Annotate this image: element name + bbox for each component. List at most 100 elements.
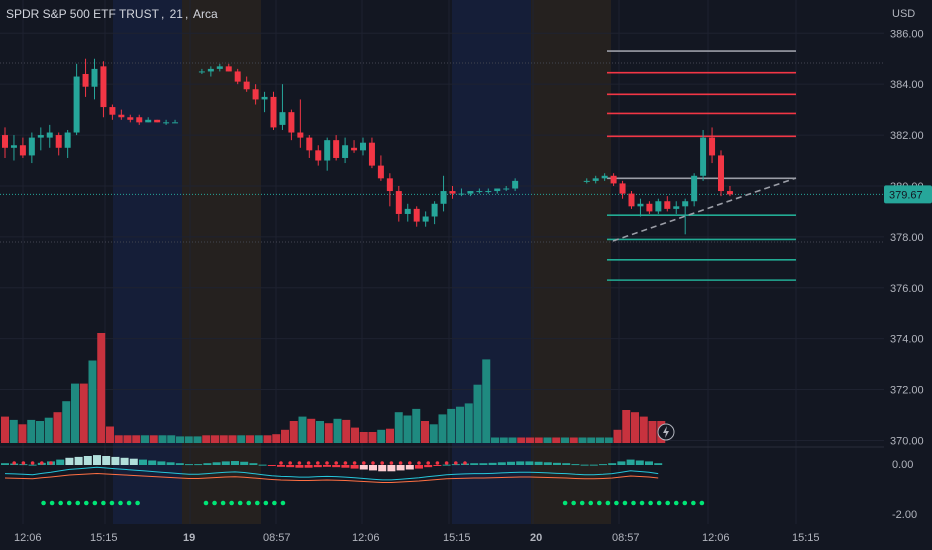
oscillator-bar	[543, 462, 552, 465]
candle-body	[673, 206, 680, 209]
signal-dot-green	[579, 500, 585, 506]
candle-body	[691, 175, 698, 202]
volume-bar	[1, 416, 9, 443]
signal-dot-green	[41, 500, 46, 506]
volume-bar	[578, 437, 587, 443]
candle-body	[368, 142, 375, 166]
volume-bar	[473, 384, 482, 443]
volume-bar	[123, 435, 132, 443]
oscillator-bar	[240, 461, 249, 465]
oscillator-bar	[470, 463, 479, 465]
volume-bar	[289, 421, 298, 443]
price-tick-label: 374.00	[890, 334, 924, 346]
signal-dot-green	[254, 500, 260, 506]
oscillator-bar	[221, 461, 230, 465]
signal-dot-red	[398, 461, 403, 465]
symbol-name: SPDR S&P 500 ETF TRUST	[6, 7, 159, 21]
signal-dot-red	[279, 461, 283, 465]
session-band-premarket	[531, 0, 611, 524]
signal-dot-red	[343, 461, 348, 465]
price-tick-label: 382.00	[890, 130, 924, 142]
signal-dot-red	[288, 461, 293, 465]
candle-body	[243, 81, 250, 90]
interval-label: 21	[169, 7, 183, 21]
signal-dot-red	[463, 461, 467, 465]
candle-body	[145, 119, 152, 123]
candle-body	[46, 132, 53, 138]
time-tick-label: 08:57	[263, 532, 291, 544]
time-tick-label: 15:15	[792, 532, 820, 544]
volume-bar	[596, 437, 604, 443]
volume-bar	[491, 437, 499, 443]
signal-dot-green	[622, 500, 628, 506]
volume-bar	[421, 421, 429, 443]
signal-dot-green	[673, 500, 679, 506]
time-tick-label: 20	[530, 532, 542, 544]
oscillator-bar	[286, 465, 295, 468]
oscillator-line-fast	[4, 466, 659, 481]
volume-bar	[613, 429, 622, 443]
time-tick-label: 15:15	[90, 532, 118, 544]
signal-dot-red	[435, 461, 440, 465]
signal-dot-red	[371, 461, 375, 465]
candle-body	[82, 73, 89, 87]
candle-body	[592, 178, 599, 181]
candle-body	[360, 142, 366, 151]
candle-body	[109, 107, 116, 115]
signal-dot-green	[682, 500, 688, 506]
oscillator-bar	[231, 461, 239, 465]
candle-body	[601, 175, 608, 179]
volume-bar	[604, 437, 613, 443]
volume-bar	[254, 435, 263, 443]
candle-body	[118, 114, 125, 118]
volume-bar	[114, 435, 123, 443]
oscillator-bar	[129, 458, 138, 465]
oscillator-bar	[212, 462, 221, 465]
signal-dot-red	[49, 461, 53, 465]
oscillator-bar	[488, 462, 497, 465]
signal-dot-red	[40, 461, 44, 465]
signal-dot-green	[571, 500, 576, 506]
signal-dot-green	[597, 500, 602, 506]
volume-bar	[631, 412, 639, 443]
volume-bar	[403, 415, 412, 443]
chart-title: SPDR S&P 500 ETF TRUST, 21, Arca	[6, 7, 218, 21]
signal-dot-green	[220, 500, 226, 506]
candle-body	[127, 117, 134, 120]
signal-dot-green	[203, 500, 209, 506]
oscillator-bar	[341, 465, 350, 468]
candle-body	[440, 191, 447, 204]
candle-body	[28, 137, 35, 156]
oscillator-bar	[111, 456, 120, 465]
oscillator-tick-label: -2.00	[892, 509, 917, 521]
signal-dot-red	[389, 461, 394, 465]
oscillator-bar	[120, 457, 129, 465]
candle-body	[333, 140, 340, 158]
volume-bar	[552, 437, 561, 443]
oscillator-bar	[102, 456, 111, 465]
time-tick-label: 15:15	[443, 532, 471, 544]
candlesticks[interactable]	[2, 58, 733, 235]
oscillator-bar	[65, 457, 74, 465]
candle-body	[646, 203, 653, 212]
price-axis-bg	[884, 0, 932, 550]
exchange-label: Arca	[193, 7, 218, 21]
volume-bar	[184, 436, 193, 443]
oscillator-bar	[93, 455, 101, 465]
candle-body	[395, 191, 402, 214]
signal-dot-red	[316, 461, 320, 465]
signal-dot-red	[297, 461, 302, 465]
signal-dot-green	[58, 500, 63, 506]
volume-bar	[587, 437, 596, 443]
volume-bar	[622, 410, 631, 443]
time-tick-label: 08:57	[612, 532, 640, 544]
volume-bar	[228, 435, 237, 443]
signal-dot-red	[334, 461, 339, 465]
time-tick-label: 19	[183, 532, 195, 544]
oscillator-bar	[424, 465, 433, 468]
volume-bar	[324, 423, 333, 443]
signal-dot-red	[417, 461, 421, 465]
signal-dot-red	[426, 461, 431, 465]
signal-dot-green	[639, 500, 645, 506]
